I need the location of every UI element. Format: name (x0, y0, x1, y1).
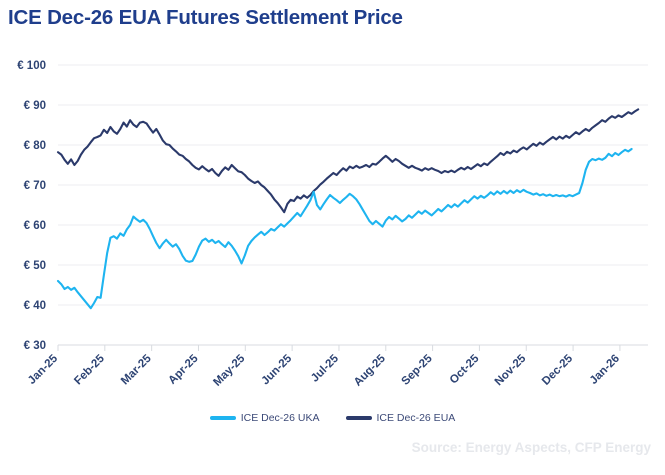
chart-legend: ICE Dec-26 UKA ICE Dec-26 EUA (0, 412, 665, 424)
legend-item-uka[interactable]: ICE Dec-26 UKA (209, 412, 320, 424)
y-axis-tick-label: € 60 (24, 220, 46, 232)
y-axis-tick-label: € 50 (24, 260, 46, 272)
x-axis-tick-label: Jun-25 (260, 352, 295, 387)
x-axis-tick-label: May-25 (211, 352, 247, 388)
y-axis-tick-label: € 80 (24, 140, 46, 152)
y-axis-tick-label: € 100 (17, 60, 46, 72)
x-axis-tick-label: Aug-25 (352, 352, 388, 388)
series-line-uka (56, 147, 633, 310)
source-attribution: Source: Energy Aspects, CFP Energy (411, 440, 651, 455)
data-series (56, 108, 640, 310)
x-axis-tick-label: Nov-25 (493, 352, 529, 388)
y-axis-tick-label: € 90 (24, 100, 46, 112)
series-line-eua (56, 108, 640, 214)
legend-item-eua[interactable]: ICE Dec-26 EUA (345, 412, 456, 424)
y-axis-tick-label: € 30 (24, 340, 46, 352)
x-axis (57, 345, 621, 351)
x-axis-labels: Jan-25 Feb-25 Mar-25 Apr-25 May-25 Jun-25 Jul-… (26, 352, 622, 388)
y-axis-labels: € 30 € 40 € 50 € 60 € 70 € 80 € 90 € 100 (17, 60, 46, 352)
y-axis-tick-label: € 40 (24, 300, 46, 312)
x-axis-tick-label: Feb-25 (72, 352, 107, 387)
x-axis-tick-label: Sep-25 (400, 352, 436, 388)
legend-swatch-eua (345, 416, 372, 420)
x-axis-tick-label: Dec-25 (540, 352, 576, 388)
x-axis-tick-label: Apr-25 (166, 352, 201, 387)
x-axis-tick-label: Oct-25 (448, 352, 482, 386)
x-axis-tick-label: Mar-25 (119, 352, 154, 387)
x-axis-tick-label: Jul-25 (309, 352, 341, 384)
gridlines (58, 64, 648, 346)
page-title: ICE Dec-26 EUA Futures Settlement Price (8, 6, 403, 29)
legend-swatch-uka (209, 416, 236, 420)
x-axis-tick-label: Jan-26 (588, 353, 622, 387)
legend-label-eua: ICE Dec-26 EUA (376, 412, 456, 424)
x-axis-tick-label: Jan-25 (26, 352, 61, 387)
legend-label-uka: ICE Dec-26 UKA (240, 412, 320, 424)
y-axis-tick-label: € 70 (24, 180, 46, 192)
